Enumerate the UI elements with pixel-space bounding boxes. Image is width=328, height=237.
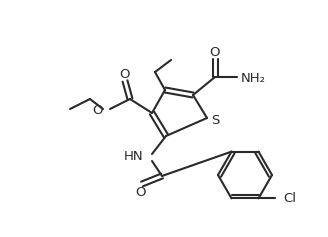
Text: O: O bbox=[210, 46, 220, 59]
Text: S: S bbox=[211, 114, 219, 127]
Text: HN: HN bbox=[123, 150, 143, 163]
Text: O: O bbox=[119, 68, 129, 81]
Text: NH₂: NH₂ bbox=[241, 73, 266, 86]
Text: O: O bbox=[92, 104, 103, 117]
Text: O: O bbox=[136, 186, 146, 199]
Text: Cl: Cl bbox=[283, 192, 297, 205]
